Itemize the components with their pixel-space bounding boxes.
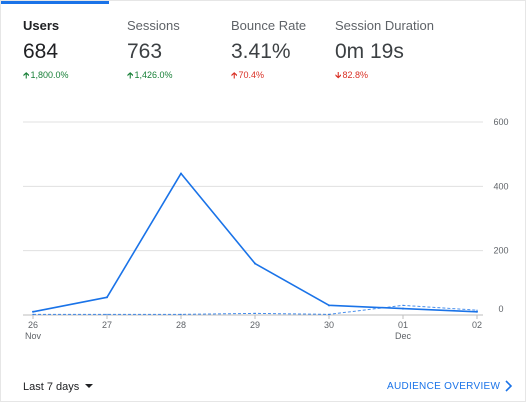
x-tick-label: 02 xyxy=(472,320,482,330)
audience-overview-link[interactable]: AUDIENCE OVERVIEW xyxy=(387,381,501,392)
metric-value: 763 xyxy=(127,40,163,63)
metric-change-value: 70.4% xyxy=(238,70,264,80)
x-tick-label: 26 xyxy=(28,320,38,330)
data-point xyxy=(180,313,182,315)
x-tick-label: 30 xyxy=(324,320,334,330)
arrow-up-icon: 🡱 xyxy=(23,70,30,80)
metric-change: 🡱1,800.0% xyxy=(23,68,69,84)
date-range-dropdown[interactable]: Last 7 days xyxy=(23,381,94,393)
data-point xyxy=(476,309,478,311)
metric-label: Bounce Rate xyxy=(231,18,307,33)
arrow-up-icon: 🡱 xyxy=(231,70,238,80)
data-point xyxy=(180,172,182,175)
metric-change: 🡱1,426.0% xyxy=(127,68,173,84)
data-point xyxy=(32,310,34,313)
x-tick-sublabel: Nov xyxy=(25,331,42,341)
arrow-up-icon: 🡱 xyxy=(127,70,134,80)
data-point xyxy=(254,312,256,314)
data-point xyxy=(106,313,108,315)
metric-change-value: 1,800.0% xyxy=(30,70,69,80)
primary-series-line xyxy=(32,172,478,313)
metric-label: Session Duration xyxy=(335,18,434,33)
x-tick-label: 28 xyxy=(176,320,186,330)
y-tick-label: 0 xyxy=(498,304,503,314)
metric-value: 0m 19s xyxy=(335,40,404,63)
data-point xyxy=(32,313,34,315)
date-range-label: Last 7 days xyxy=(23,381,80,393)
active-metric-indicator xyxy=(1,1,109,4)
x-tick-label: 27 xyxy=(102,320,112,330)
y-tick-label: 200 xyxy=(493,246,508,256)
metric-change: 🡱70.4% xyxy=(231,68,264,84)
metric-change: 🡳82.8% xyxy=(335,68,368,84)
chevron-right-icon[interactable] xyxy=(503,377,515,395)
metric-value: 3.41% xyxy=(231,40,291,63)
data-point xyxy=(402,304,404,306)
metric-change-value: 82.8% xyxy=(342,70,368,80)
data-point xyxy=(254,262,256,265)
caret-down-icon xyxy=(85,384,94,388)
metric-label: Users xyxy=(23,18,60,33)
metric-label: Sessions xyxy=(127,18,180,33)
x-tick-label: 01 xyxy=(398,320,408,330)
data-point xyxy=(476,310,478,313)
data-point xyxy=(106,296,108,299)
arrow-down-icon: 🡳 xyxy=(335,70,342,80)
data-point xyxy=(328,313,330,315)
metric-change-value: 1,426.0% xyxy=(134,70,173,80)
x-tick-label: 29 xyxy=(250,320,260,330)
data-point xyxy=(402,307,404,310)
metric-value: 684 xyxy=(23,40,59,63)
y-tick-label: 400 xyxy=(493,181,508,191)
data-point xyxy=(328,304,330,307)
y-tick-label: 600 xyxy=(493,117,508,127)
x-tick-sublabel: Dec xyxy=(395,331,412,341)
